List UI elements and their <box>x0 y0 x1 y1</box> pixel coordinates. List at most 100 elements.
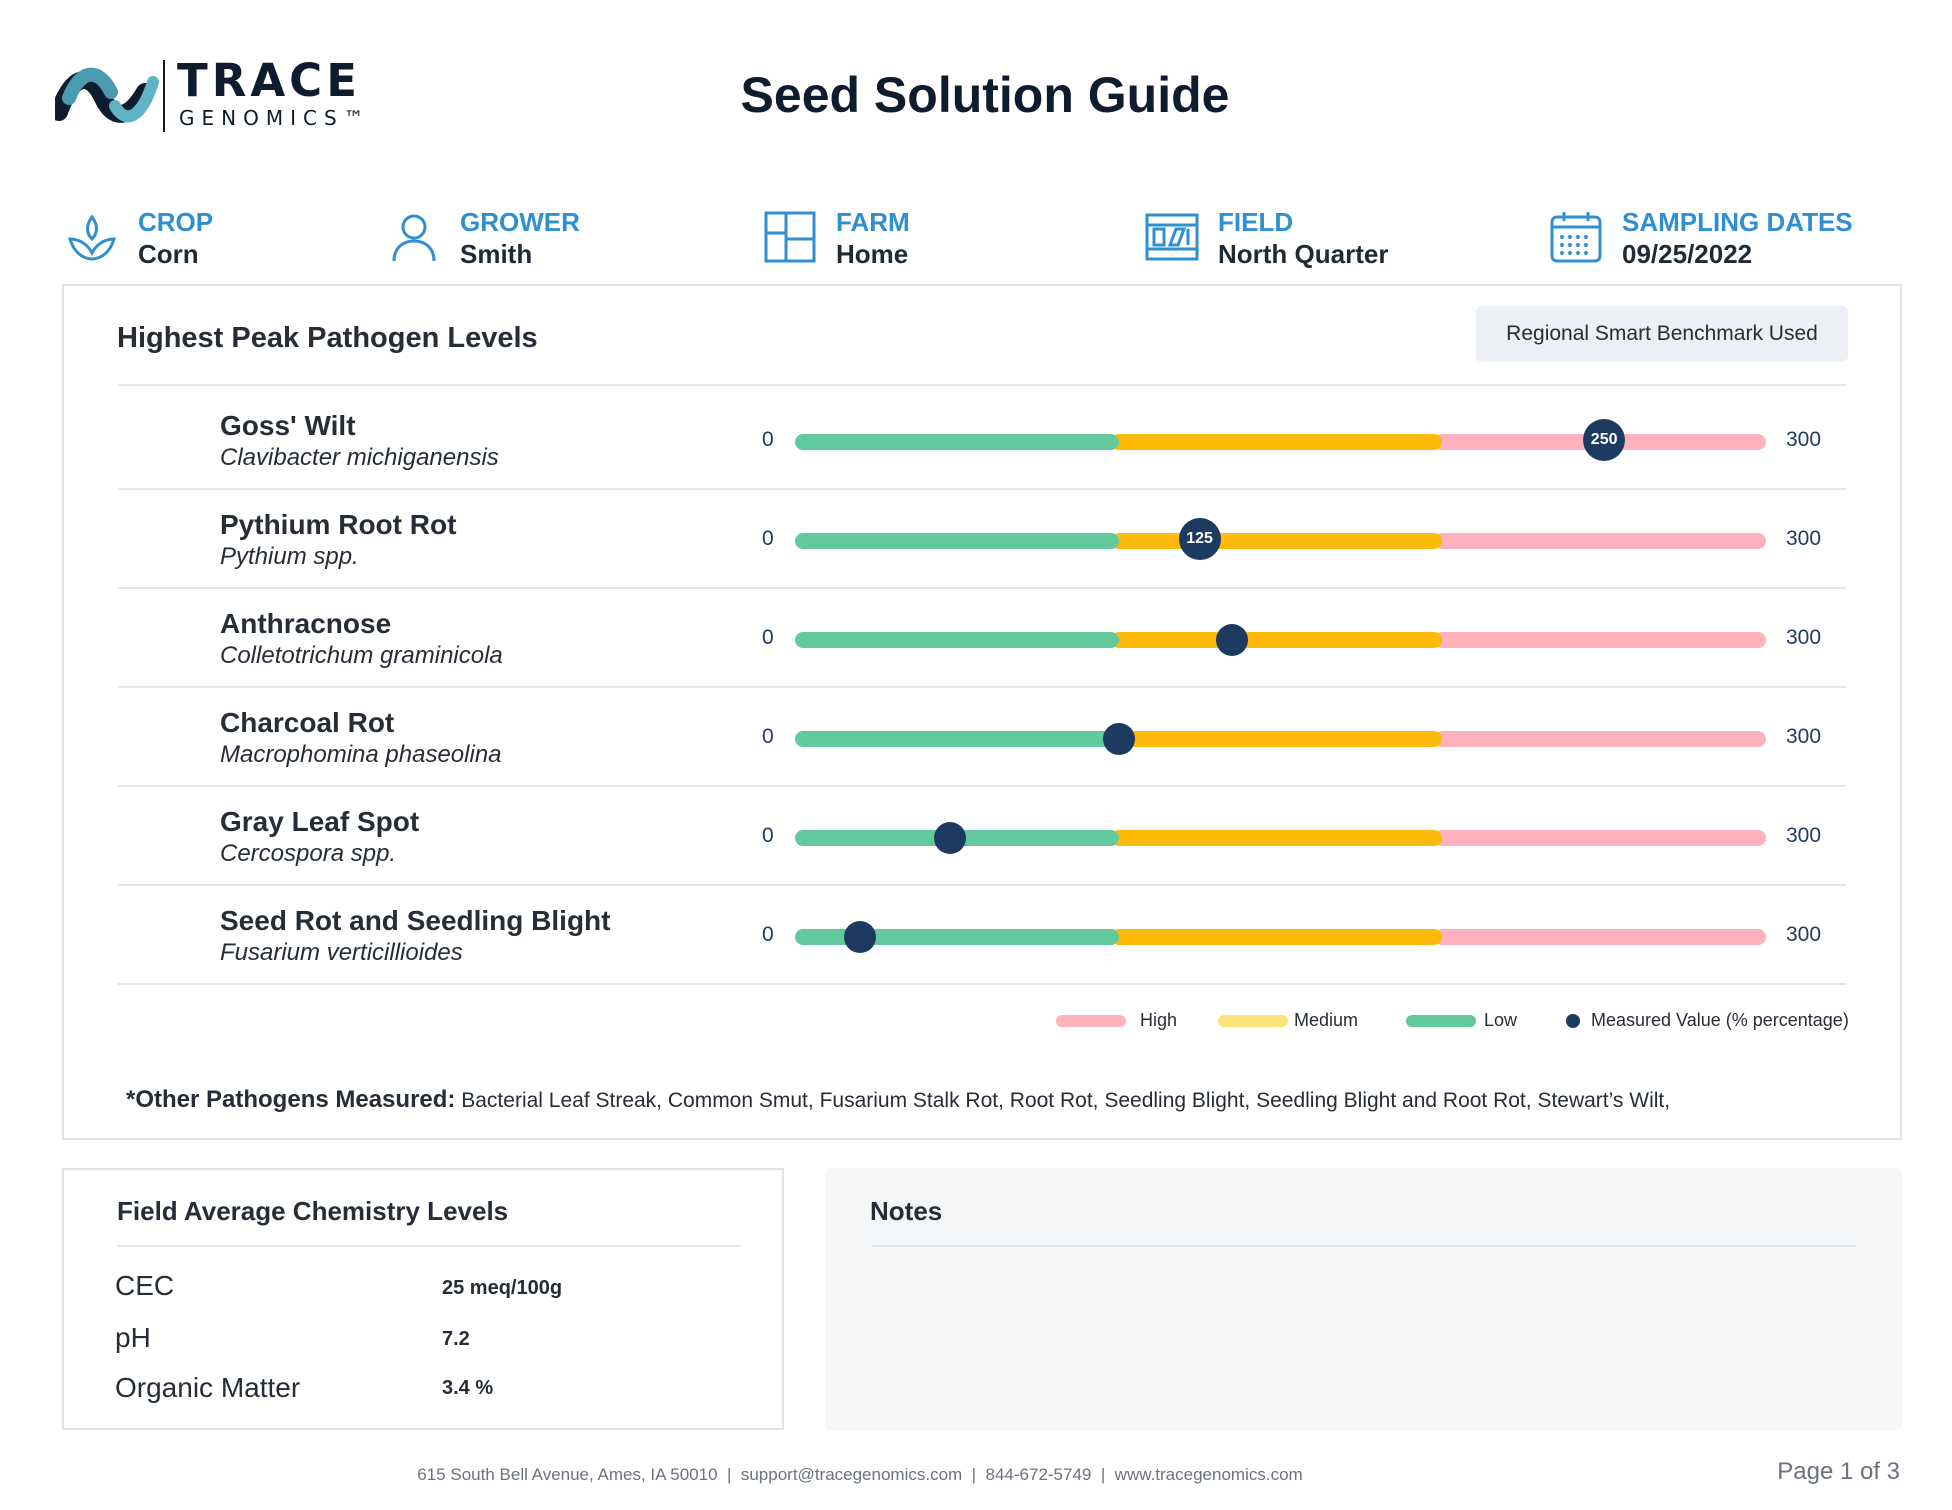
sprout-icon <box>68 214 116 261</box>
company-logo: TRACE GENOMICS™ <box>55 58 365 138</box>
bar-segment-medium <box>1110 533 1443 549</box>
axis-max-label: 300 <box>1786 428 1822 451</box>
bar-segment-high <box>1434 632 1766 648</box>
axis-max-label: 300 <box>1786 725 1822 748</box>
measured-value-marker: 250 <box>1583 419 1626 461</box>
bar-segment-medium <box>1110 929 1443 945</box>
legend-medium-label: Medium <box>1294 1010 1359 1030</box>
pathogen-scientific-name: Colletotrichum graminicola <box>220 642 503 669</box>
axis-min-label: 0 <box>762 428 774 451</box>
grower-label: GROWER <box>460 207 580 237</box>
crop-label: CROP <box>138 207 214 237</box>
measured-value-marker <box>934 822 967 854</box>
bar-segment-low <box>795 434 1119 450</box>
chemistry-label-organic-matter: Organic Matter <box>115 1372 301 1403</box>
bar-segment-low <box>795 929 1119 945</box>
field-value: North Quarter <box>1218 239 1389 269</box>
field-map-icon <box>1145 213 1199 261</box>
bar-segment-high <box>1434 731 1766 747</box>
bar-segment-medium <box>1110 632 1443 648</box>
divider <box>118 384 1846 386</box>
bar-segment-low <box>795 731 1119 747</box>
pathogen-scientific-name: Fusarium verticillioides <box>220 939 463 966</box>
bar-segment-low <box>795 632 1119 648</box>
measured-value-marker <box>843 921 876 953</box>
legend-high-swatch <box>1056 1015 1126 1027</box>
pathogen-name: Goss' Wilt <box>220 410 356 441</box>
notes-title: Notes <box>870 1196 943 1226</box>
measured-value-marker: 125 <box>1178 518 1221 560</box>
row-divider <box>118 884 1846 886</box>
chemistry-value-ph: 7.2 <box>442 1328 470 1350</box>
other-pathogens-label: *Other Pathogens Measured: <box>126 1086 456 1113</box>
crop-value: Corn <box>138 239 199 269</box>
calendar-icon <box>1550 212 1602 263</box>
row-divider <box>118 983 1846 985</box>
footer-contact: 615 South Bell Avenue, Ames, IA 50010 | … <box>417 1465 1303 1484</box>
measured-value-marker <box>1102 723 1135 755</box>
pathogen-scientific-name: Clavibacter michiganensis <box>220 444 499 471</box>
page-number: Page 1 of 3 <box>1777 1458 1900 1485</box>
legend-low-label: Low <box>1484 1010 1518 1030</box>
other-pathogens-list: Bacterial Leaf Streak, Common Smut, Fusa… <box>461 1089 1671 1112</box>
page-title: Seed Solution Guide <box>740 67 1230 123</box>
chemistry-value-organic-matter: 3.4 % <box>442 1377 494 1399</box>
logo-subtitle: GENOMICS™ <box>179 106 371 130</box>
chemistry-panel-title: Field Average Chemistry Levels <box>117 1196 509 1226</box>
legend-high-label: High <box>1140 1010 1178 1030</box>
axis-max-label: 300 <box>1786 626 1822 649</box>
notes-panel[interactable] <box>825 1168 1902 1430</box>
pathogen-name: Charcoal Rot <box>220 707 395 738</box>
pathogen-name: Pythium Root Rot <box>220 509 457 540</box>
row-divider <box>118 785 1846 787</box>
chemistry-label-cec: CEC <box>115 1270 175 1301</box>
sampling-dates-label: SAMPLING DATES <box>1622 207 1853 237</box>
pathogen-name: Gray Leaf Spot <box>220 806 420 837</box>
axis-min-label: 0 <box>762 527 774 550</box>
person-icon <box>392 214 436 262</box>
divider <box>117 1245 741 1247</box>
other-pathogens: *Other Pathogens Measured: Bacterial Lea… <box>126 1086 1670 1114</box>
legend-measured-dot <box>1566 1014 1580 1028</box>
row-divider <box>118 587 1846 589</box>
chemistry-panel <box>62 1168 784 1430</box>
bar-segment-medium <box>1110 830 1443 846</box>
pathogen-panel-title: Highest Peak Pathogen Levels <box>117 322 538 354</box>
logo-divider <box>163 60 165 132</box>
legend-measured-label: Measured Value (% percentage) <box>1591 1010 1849 1030</box>
pathogen-panel <box>62 284 1902 1140</box>
farm-layout-icon <box>764 211 816 263</box>
axis-max-label: 300 <box>1786 923 1822 946</box>
axis-min-label: 0 <box>762 824 774 847</box>
axis-min-label: 0 <box>762 725 774 748</box>
pathogen-scientific-name: Cercospora spp. <box>220 840 397 867</box>
pathogen-scientific-name: Macrophomina phaseolina <box>220 741 502 768</box>
bar-segment-high <box>1434 533 1766 549</box>
grower-value: Smith <box>460 239 533 269</box>
sampling-dates-value: 09/25/2022 <box>1622 239 1753 269</box>
logo-wordmark: TRACE <box>177 54 361 107</box>
bar-segment-medium <box>1110 731 1443 747</box>
axis-min-label: 0 <box>762 923 774 946</box>
field-label: FIELD <box>1218 207 1294 237</box>
divider <box>872 1245 1856 1247</box>
measured-value-marker <box>1215 624 1248 656</box>
pathogen-name: Anthracnose <box>220 608 392 639</box>
bar-segment-high <box>1434 830 1766 846</box>
legend-medium-swatch <box>1218 1015 1288 1027</box>
axis-min-label: 0 <box>762 626 774 649</box>
axis-max-label: 300 <box>1786 527 1822 550</box>
farm-label: FARM <box>836 207 910 237</box>
bar-segment-low <box>795 533 1119 549</box>
row-divider <box>118 488 1846 490</box>
chemistry-label-ph: pH <box>115 1322 151 1353</box>
farm-value: Home <box>836 239 909 269</box>
axis-max-label: 300 <box>1786 824 1822 847</box>
benchmark-badge: Regional Smart Benchmark Used <box>1476 306 1848 362</box>
bar-segment-medium <box>1110 434 1443 450</box>
trace-logo-mark-icon <box>55 67 159 123</box>
row-divider <box>118 686 1846 688</box>
chemistry-value-cec: 25 meq/100g <box>442 1277 563 1299</box>
pathogen-scientific-name: Pythium spp. <box>220 543 359 570</box>
bar-segment-high <box>1434 929 1766 945</box>
